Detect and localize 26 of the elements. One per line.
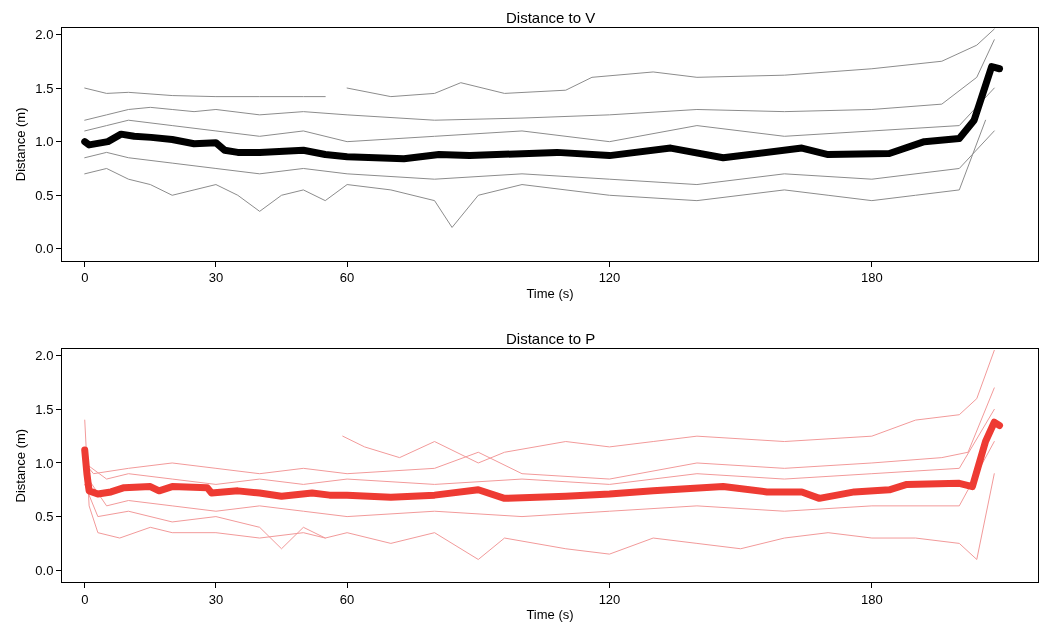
x-tick-label: 120	[598, 591, 621, 607]
y-tick-label: 1.0	[35, 455, 54, 471]
x-tick-label: 60	[339, 270, 355, 286]
y-tick-label: 1.5	[35, 401, 54, 417]
y-tick-label: 0.5	[35, 187, 54, 203]
y-axis-title: Distance (m)	[13, 428, 29, 503]
chart-title: Distance to P	[506, 330, 596, 347]
x-tick-label: 30	[208, 591, 224, 607]
x-tick-label: 180	[860, 591, 883, 607]
x-tick-label: 180	[860, 270, 883, 286]
x-axis-title: Time (s)	[526, 607, 574, 623]
y-tick-label: 2.0	[35, 348, 54, 364]
y-tick-label: 1.5	[35, 80, 54, 96]
x-tick-label: 0	[81, 591, 89, 607]
y-tick-label: 0.0	[35, 562, 54, 578]
y-tick-label: 0.0	[35, 241, 54, 257]
x-axis-title: Time (s)	[526, 285, 574, 301]
x-tick-label: 120	[598, 270, 621, 286]
y-tick-label: 0.5	[35, 509, 54, 525]
chart-title: Distance to V	[506, 9, 596, 26]
x-tick-label: 60	[339, 591, 355, 607]
x-tick-label: 30	[208, 270, 224, 286]
x-tick-label: 0	[81, 270, 89, 286]
y-axis-title: Distance (m)	[13, 107, 29, 182]
y-tick-label: 2.0	[35, 26, 54, 42]
y-tick-label: 1.0	[35, 134, 54, 150]
